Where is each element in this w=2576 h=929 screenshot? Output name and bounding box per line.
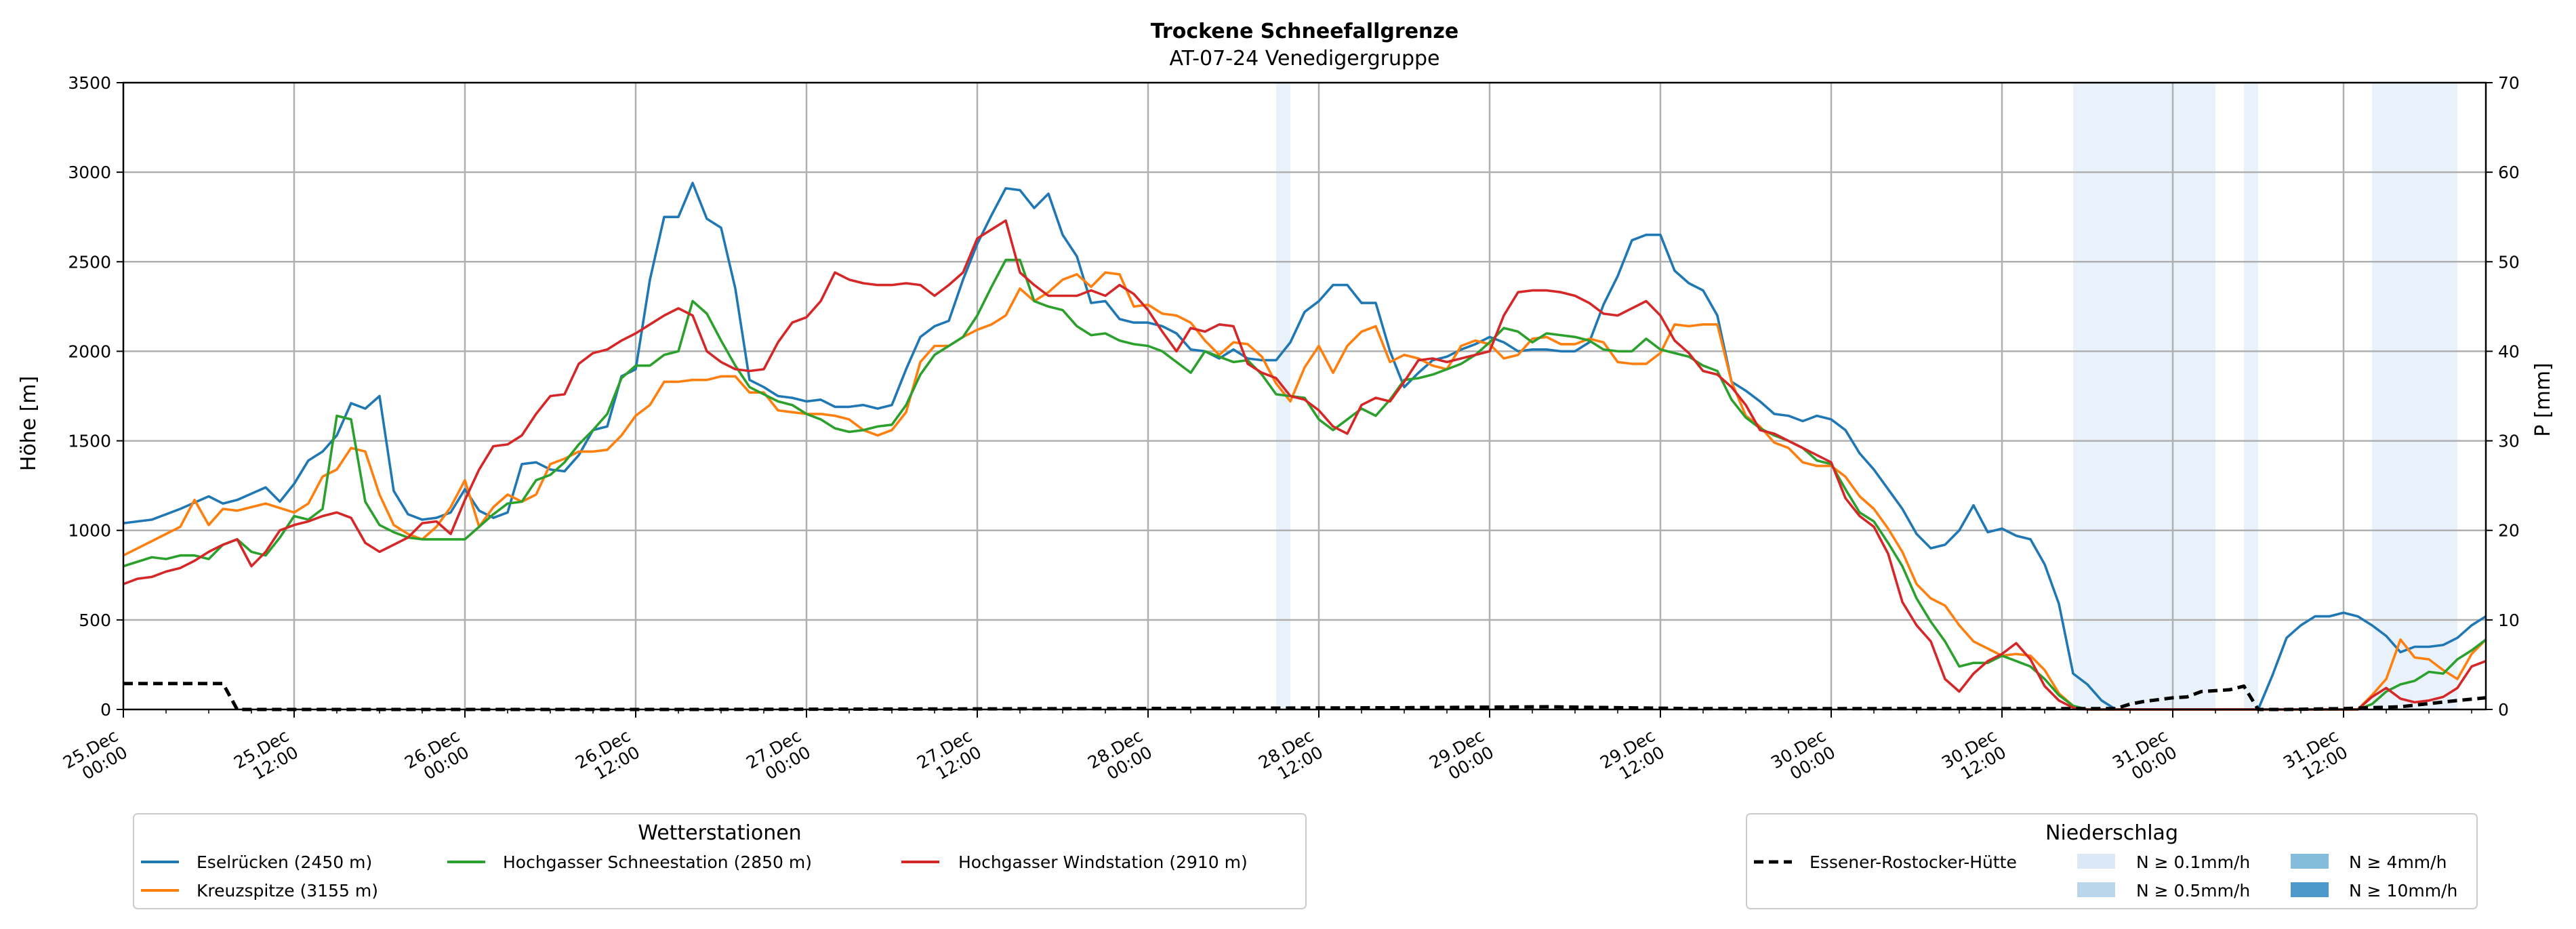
y2-tick-label-5: 50 xyxy=(2498,252,2520,272)
grid-lines xyxy=(123,83,2486,709)
y-tick-label-3: 1500 xyxy=(68,432,111,451)
series-line-0 xyxy=(123,182,2487,711)
series-line-3 xyxy=(123,219,2487,711)
y-tick-label-5: 2500 xyxy=(68,252,111,272)
y2-tick-label-0: 0 xyxy=(2498,700,2509,720)
series-line-1 xyxy=(123,271,2487,711)
legend-swatch-precip-0 xyxy=(2077,854,2115,869)
legend-swatch-precip-1 xyxy=(2077,882,2115,897)
chart-title: Trockene Schneefallgrenze xyxy=(1151,20,1458,43)
legend-swatch-precip-2 xyxy=(2291,854,2329,869)
plot-frame xyxy=(122,81,2487,711)
precip-band-1 xyxy=(2073,83,2215,709)
y-axis-label: Höhe [m] xyxy=(17,376,41,472)
y-tick-label-0: 0 xyxy=(100,700,111,720)
legend-precip-title: Niederschlag xyxy=(2045,821,2178,845)
legend-swatch-precip-3 xyxy=(2291,882,2329,897)
y2-tick-label-4: 40 xyxy=(2498,342,2520,361)
legend-stations-title: Wetterstationen xyxy=(638,821,801,845)
precipitation-bands xyxy=(1276,83,2457,709)
legend-label-precip-1: N ≥ 0.5mm/h xyxy=(2136,881,2250,901)
y2-axis-label: P [mm] xyxy=(2531,363,2555,436)
chart-subtitle: AT-07-24 Venedigergruppe xyxy=(1169,47,1439,70)
y-tick-label-2: 1000 xyxy=(68,521,111,541)
y-tick-label-4: 2000 xyxy=(68,342,111,361)
legend-label-precip-3: N ≥ 10mm/h xyxy=(2349,881,2457,901)
legend-label-kreuzspitze: Kreuzspitze (3155 m) xyxy=(197,881,378,901)
legend-label-hochgasser-schnee: Hochgasser Schneestation (2850 m) xyxy=(503,852,812,872)
y2-tick-label-3: 30 xyxy=(2498,432,2520,451)
x-tick-label-8: 29.Dec00:00 xyxy=(1426,726,1497,789)
precip-band-3 xyxy=(2372,83,2457,709)
legend-stations: Wetterstationen Eselrücken (2450 m) Kreu… xyxy=(133,813,1307,909)
y-tick-label-6: 3000 xyxy=(68,163,111,182)
legend-precipitation: Niederschlag Essener-Rostocker-Hütte N ≥… xyxy=(1746,813,2478,909)
y2-tick-label-6: 60 xyxy=(2498,163,2520,182)
y2-tick-label-1: 10 xyxy=(2498,611,2520,630)
legend-label-essener: Essener-Rostocker-Hütte xyxy=(1810,852,2017,872)
y-tick-label-7: 3500 xyxy=(68,73,111,93)
legend-stations-frame xyxy=(133,813,1307,909)
legend-label-hochgasser-wind: Hochgasser Windstation (2910 m) xyxy=(958,852,1248,872)
precip-band-2 xyxy=(2244,83,2258,709)
legend-label-eselruecken: Eselrücken (2450 m) xyxy=(197,852,372,872)
series-line-2 xyxy=(123,258,2487,711)
y2-tick-label-2: 20 xyxy=(2498,521,2520,541)
legend-label-precip-2: N ≥ 4mm/h xyxy=(2349,852,2447,872)
legend-label-precip-0: N ≥ 0.1mm/h xyxy=(2136,852,2250,872)
y2-tick-label-7: 70 xyxy=(2498,73,2520,93)
y-tick-label-1: 500 xyxy=(79,611,111,630)
